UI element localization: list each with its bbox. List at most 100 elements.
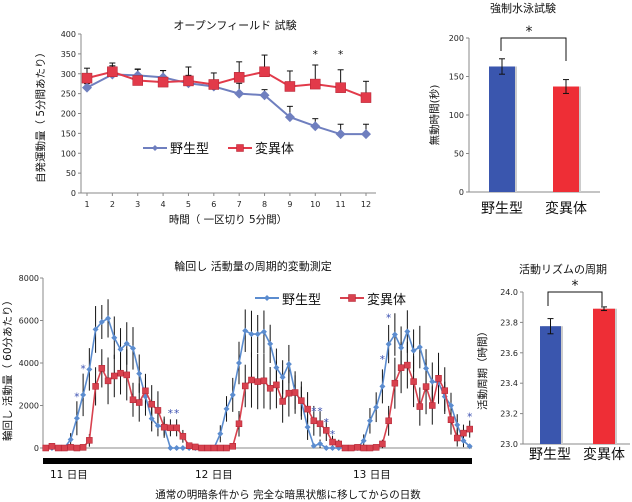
- wheel-mutant-point: [229, 443, 237, 450]
- wheel-mutant-point: [204, 444, 212, 452]
- wheel-legend-wt-marker: [264, 295, 270, 301]
- wheel-mutant-point: [167, 424, 174, 432]
- wheel-ytick-label: 4000: [19, 359, 39, 368]
- wheel-mutant-point: [217, 444, 224, 452]
- openfield-xtick-label: 8: [262, 200, 267, 209]
- wheel-mutant-point: [54, 444, 62, 452]
- openfield-ytick-label: 0: [71, 189, 76, 198]
- swim-ytick-label: 0: [459, 188, 464, 197]
- wheel-mutant-point: [67, 444, 74, 451]
- openfield-mutant-point: [233, 72, 245, 83]
- wheel-wildtype-point: [423, 365, 430, 372]
- wheel-wildtype-point: [385, 341, 392, 348]
- wheel-wildtype-point: [92, 326, 99, 333]
- wheel-wildtype-point: [447, 402, 454, 409]
- openfield-mutant-point: [360, 92, 372, 103]
- wheel-wildtype-point: [429, 378, 436, 385]
- wheel-wildtype-point: [329, 445, 336, 451]
- wheel-wildtype-point: [416, 344, 423, 351]
- rhythm-significance-bracket: [547, 291, 603, 306]
- openfield-ytick-label: 100: [61, 149, 76, 158]
- wheel-wildtype-point: [410, 347, 417, 354]
- wheel-significance-star: *: [386, 313, 391, 325]
- wheel-wildtype-point: [67, 436, 74, 443]
- wheel-mutant-point: [129, 396, 137, 404]
- wheel-wildtype-point: [379, 383, 386, 390]
- wheel-mutant-point: [304, 405, 311, 413]
- openfield-mutant-point: [335, 82, 346, 93]
- wheel-mutant-point: [173, 424, 180, 432]
- openfield-wildtype-point: [82, 82, 92, 93]
- wheel-wildtype-point: [466, 443, 473, 450]
- wheel-mutant-point: [198, 444, 205, 452]
- wheel-wildtype-point: [404, 328, 411, 335]
- swim-title: 強制水泳試験: [490, 1, 556, 15]
- openfield-legend-wt-marker: [152, 145, 158, 151]
- wheel-mutant-point: [179, 433, 187, 440]
- wheel-ytick-label: 2000: [19, 402, 39, 411]
- wheel-day-13: 13 日目: [353, 469, 391, 481]
- wheel-mutant-point: [298, 397, 305, 404]
- openfield-mutant-point: [259, 66, 270, 78]
- wheel-mutant-point: [397, 364, 405, 371]
- wheel-significance-star: *: [168, 408, 173, 420]
- wheel-mutant-point: [347, 444, 355, 452]
- wheel-significance-star: *: [80, 363, 85, 375]
- wheel-wildtype-point: [398, 344, 405, 351]
- wheel-mutant-point: [273, 381, 280, 389]
- wheel-mutant-point: [354, 444, 361, 451]
- wheel-mutant-point: [223, 444, 230, 452]
- wheel-legend-wt: 野生型: [282, 293, 321, 308]
- wheel-mutant-point: [460, 429, 467, 437]
- swim-ytick-label: 200: [449, 34, 464, 43]
- wheel-wildtype-point: [179, 445, 186, 451]
- swim-significance-bracket: [500, 37, 567, 61]
- wheel-wildtype-point: [167, 445, 174, 451]
- wheel-wildtype-point: [235, 360, 242, 366]
- openfield-xtick-label: 1: [84, 200, 89, 209]
- wheel-mutant-point: [73, 444, 81, 452]
- wheel-significance-star: *: [317, 406, 322, 418]
- openfield-xtick-label: 6: [211, 200, 216, 209]
- rhythm-ytick-label: 24.0: [500, 288, 518, 297]
- wheel-mutant-point: [466, 425, 473, 433]
- openfield-ytick-label: 400: [61, 30, 76, 39]
- openfield-ytick-label: 50: [66, 169, 76, 178]
- swim-significance: *: [526, 24, 533, 40]
- wheel-significance-star: *: [467, 412, 472, 424]
- swim-ytick-label: 100: [449, 111, 464, 120]
- wheel-wildtype-point: [304, 424, 311, 431]
- wheel-mutant-point: [79, 444, 87, 451]
- swim-cat-mut: 変異体: [545, 200, 587, 217]
- wheel-wildtype-point: [267, 340, 274, 347]
- openfield-mutant-point: [107, 66, 118, 78]
- wheel-wildtype-point: [460, 437, 467, 444]
- wheel-wildtype-point: [373, 404, 380, 411]
- wheel-ytick-label: 0: [34, 444, 39, 453]
- wheel-mutant-point: [254, 378, 261, 385]
- wheel-ytick-label: 8000: [19, 274, 39, 283]
- openfield-xtick-label: 5: [186, 200, 191, 209]
- openfield-ytick-label: 250: [61, 90, 76, 99]
- openfield-mutant-point: [284, 81, 296, 92]
- openfield-mutant-point: [310, 78, 321, 90]
- wheel-wildtype-point: [285, 361, 292, 368]
- openfield-ytick-label: 150: [61, 129, 76, 138]
- rhythm-ytick-label: 23.4: [500, 379, 518, 388]
- rhythm-cat-wt: 野生型: [529, 447, 571, 463]
- rhythm-ytick-label: 23.8: [500, 318, 518, 327]
- wheel-wildtype-point: [123, 340, 130, 347]
- wheel-mutant-point: [453, 434, 461, 442]
- wheel-mutant-point: [135, 399, 143, 406]
- wheel-mutant-point: [404, 361, 411, 369]
- wheel-wildtype-point: [273, 364, 280, 371]
- wheel-wildtype-point: [80, 391, 87, 398]
- wheel-mutant-point: [154, 407, 162, 414]
- wheel-wildtype-point: [317, 440, 324, 447]
- wheel-wildtype-point: [391, 331, 398, 338]
- wheel-mutant-point: [323, 427, 330, 434]
- wheel-mutant-point: [379, 440, 386, 448]
- wheel-mutant-point: [42, 444, 49, 452]
- openfield-mutant-point: [208, 79, 220, 90]
